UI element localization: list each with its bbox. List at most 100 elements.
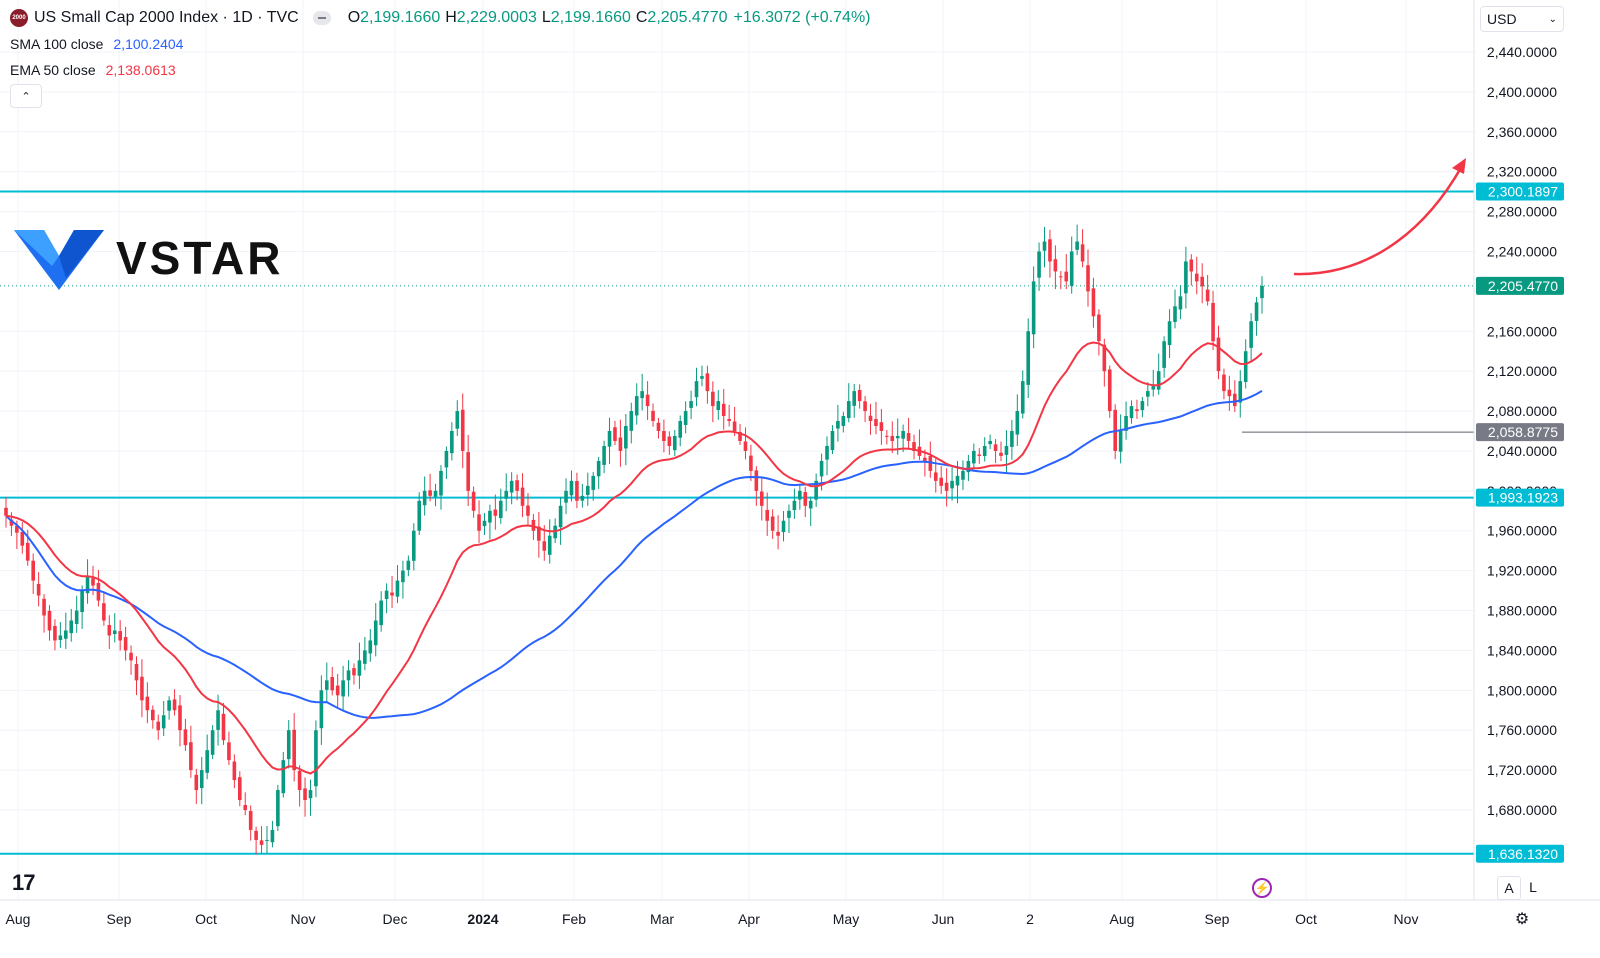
ema-legend[interactable]: EMA 50 close 2,138.0613 [10, 62, 176, 78]
candle-body [912, 442, 916, 451]
candle-body [749, 455, 753, 471]
price-tick-label: 2,080.0000 [1487, 403, 1557, 419]
candle-body [542, 541, 547, 551]
candle-body [238, 777, 242, 801]
status-toggle-icon[interactable] [312, 11, 331, 25]
candle-body [265, 839, 269, 841]
candle-body [776, 531, 780, 536]
log-scale-button[interactable]: L [1529, 879, 1537, 895]
candle-body [667, 436, 672, 446]
time-tick-label: 2024 [467, 911, 498, 927]
candle-body [303, 788, 307, 801]
candle-body [1260, 285, 1264, 299]
candle-body [754, 470, 759, 491]
candle-body [678, 421, 683, 438]
candle-body [172, 699, 177, 711]
candle-body [591, 475, 596, 490]
candle-body [509, 480, 514, 493]
candle-body [743, 441, 748, 451]
candle-body [232, 761, 237, 781]
candle-body [455, 411, 460, 429]
candle-body [80, 590, 84, 613]
candle-body [895, 435, 900, 439]
candle-body [613, 427, 617, 441]
time-axis: Aug Sep Oct Nov Dec 2024 Feb Mar Apr May Jun 2 Aug Se… [0, 899, 1600, 927]
time-tick-label: Feb [562, 911, 586, 927]
candle-body [1042, 241, 1047, 251]
candle-body [885, 435, 889, 437]
candle-body [645, 394, 650, 407]
collapse-legend-button[interactable]: ⌃ [10, 84, 42, 108]
candle-body [1059, 276, 1063, 278]
moving-average-lines [5, 341, 1263, 775]
candle-body [1091, 288, 1096, 317]
candle-body [1173, 306, 1177, 322]
candle-body [852, 391, 857, 406]
price-tick-label: 1,880.0000 [1487, 603, 1557, 619]
candle-body [15, 525, 19, 533]
candle-body [4, 507, 8, 516]
candle-body [1020, 381, 1025, 414]
candle-body [286, 730, 291, 760]
last-price-tag-bg [1476, 276, 1564, 295]
candle-body [705, 373, 710, 392]
price-tick-label: 1,720.0000 [1487, 762, 1557, 778]
candle-body [270, 829, 275, 843]
open-value: 2,199.1660 [360, 9, 441, 26]
candle-body [923, 457, 927, 461]
candle-body [1167, 321, 1172, 346]
open-label: O [347, 9, 361, 26]
candle-body [450, 431, 454, 454]
time-tick-label: May [833, 911, 859, 927]
candle-body [433, 490, 438, 497]
time-tick-label: Oct [1295, 911, 1317, 927]
candle-body [1010, 431, 1014, 447]
horizontal-levels [0, 190, 1474, 855]
time-tick-label: Sep [1205, 911, 1230, 927]
candle-body [694, 381, 699, 398]
price-axis: 2,440.0000 2,400.0000 2,360.0000 2,320.0000… [1473, 0, 1564, 900]
candle-body [863, 401, 867, 412]
candle-body [216, 710, 220, 730]
index-logo-icon: 2000 [10, 9, 28, 27]
candle-body [1107, 369, 1112, 412]
tradingview-logo-icon[interactable]: 17 [12, 870, 36, 895]
resistance-price-tag-bg [1476, 182, 1564, 201]
candle-body [656, 422, 661, 431]
candle-body [879, 422, 884, 431]
auto-scale-button[interactable]: A [1497, 876, 1521, 900]
candle-body [629, 411, 634, 431]
currency-select[interactable]: USD ⌄ [1480, 6, 1564, 32]
candle-body [1015, 411, 1020, 435]
candle-body [107, 625, 112, 636]
candle-body [20, 531, 25, 546]
candle-body [151, 709, 155, 721]
candle-body [194, 774, 199, 791]
candle-body [1216, 337, 1221, 372]
sma-legend[interactable]: SMA 100 close 2,100.2404 [10, 36, 183, 52]
candle-body [993, 444, 998, 451]
candle-body [624, 426, 628, 449]
candle-body [955, 475, 960, 486]
candle-body [335, 685, 340, 696]
candle-body [901, 431, 905, 439]
time-tick-label: Dec [383, 911, 408, 927]
symbol-title[interactable]: US Small Cap 2000 Index · 1D · TVC [34, 9, 299, 26]
candle-body [205, 750, 209, 773]
sma-value: 2,100.2404 [113, 36, 184, 52]
candle-body [1118, 431, 1123, 452]
candle-body [1102, 344, 1107, 372]
flash-icon[interactable]: ⚡ [1252, 878, 1272, 898]
candle-body [732, 421, 737, 431]
settings-gear-icon[interactable]: ⚙ [1514, 911, 1530, 928]
candle-body [91, 578, 95, 586]
last-price-tag: 2,205.4770 [1488, 278, 1558, 294]
candle-body [857, 389, 862, 402]
candle-body [460, 409, 465, 451]
candle-body [602, 445, 606, 465]
candle-body [607, 431, 612, 447]
price-tick-label: 2,440.0000 [1487, 44, 1557, 60]
candle-body [189, 742, 193, 771]
chevron-down-icon: ⌄ [1548, 13, 1557, 25]
